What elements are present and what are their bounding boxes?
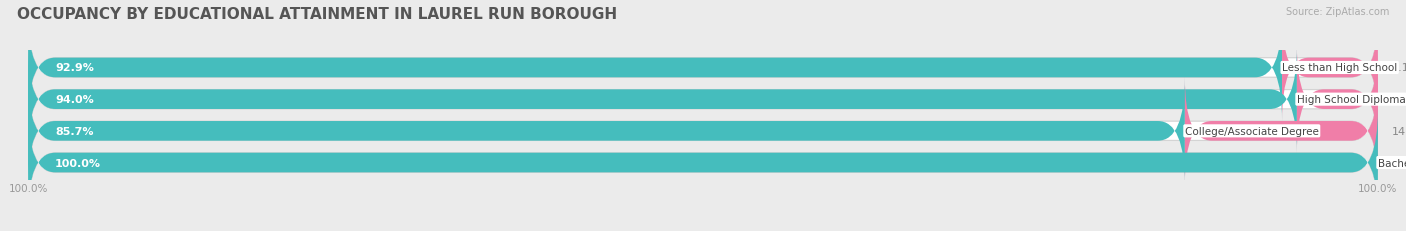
FancyBboxPatch shape [28, 46, 1378, 153]
FancyBboxPatch shape [28, 15, 1282, 122]
FancyBboxPatch shape [28, 46, 1296, 153]
Text: 94.0%: 94.0% [55, 95, 94, 105]
FancyBboxPatch shape [1296, 46, 1378, 153]
Text: 6.0%: 6.0% [1392, 95, 1406, 105]
FancyBboxPatch shape [28, 20, 1378, 116]
Text: 100.0%: 100.0% [55, 158, 101, 168]
Text: OCCUPANCY BY EDUCATIONAL ATTAINMENT IN LAUREL RUN BOROUGH: OCCUPANCY BY EDUCATIONAL ATTAINMENT IN L… [17, 7, 617, 22]
FancyBboxPatch shape [28, 83, 1378, 179]
Text: Less than High School: Less than High School [1282, 63, 1398, 73]
Text: 85.7%: 85.7% [55, 126, 94, 136]
FancyBboxPatch shape [28, 78, 1378, 185]
Text: College/Associate Degree: College/Associate Degree [1185, 126, 1319, 136]
FancyBboxPatch shape [28, 78, 1185, 185]
Text: 92.9%: 92.9% [55, 63, 94, 73]
FancyBboxPatch shape [1185, 78, 1378, 185]
FancyBboxPatch shape [28, 52, 1378, 148]
Text: High School Diploma: High School Diploma [1296, 95, 1406, 105]
Text: 14.3%: 14.3% [1392, 126, 1406, 136]
Text: Source: ZipAtlas.com: Source: ZipAtlas.com [1285, 7, 1389, 17]
FancyBboxPatch shape [1282, 15, 1378, 122]
FancyBboxPatch shape [28, 109, 1378, 216]
FancyBboxPatch shape [28, 109, 1378, 216]
FancyBboxPatch shape [28, 115, 1378, 211]
Text: 0.0%: 0.0% [1392, 158, 1406, 168]
Text: Bachelor's Degree or higher: Bachelor's Degree or higher [1378, 158, 1406, 168]
FancyBboxPatch shape [28, 15, 1378, 122]
Text: 7.1%: 7.1% [1392, 63, 1406, 73]
